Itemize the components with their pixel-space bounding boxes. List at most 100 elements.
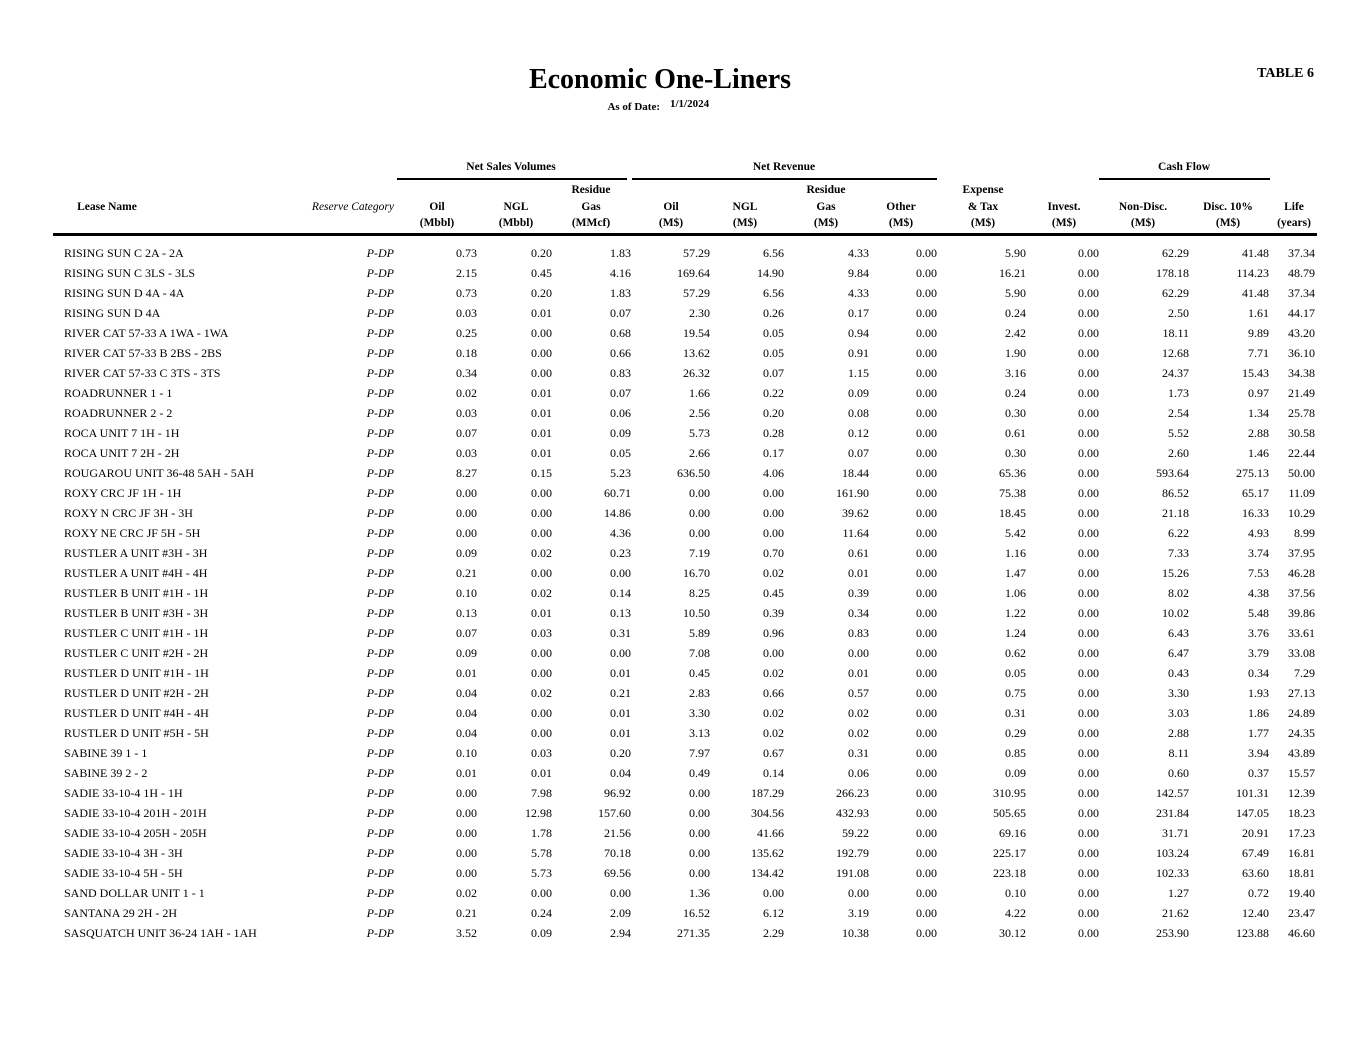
cell-value: 0.20 (531, 286, 552, 300)
reserve-category: P-DP (366, 466, 394, 480)
cell-value: 0.04 (610, 766, 631, 780)
cell-value: 27.13 (1288, 686, 1315, 700)
cell-value: 70.18 (604, 846, 631, 860)
reserve-category: P-DP (366, 606, 394, 620)
cell-value: 0.00 (916, 366, 937, 380)
cell-value: 15.26 (1162, 566, 1189, 580)
reserve-category: P-DP (366, 646, 394, 660)
cell-value: 0.05 (763, 346, 784, 360)
column-header: Non-Disc. (1118, 200, 1168, 213)
cell-value: 0.09 (531, 926, 552, 940)
cell-value: 101.31 (1236, 786, 1269, 800)
cell-value: 0.00 (531, 486, 552, 500)
cell-value: 0.00 (916, 686, 937, 700)
cell-value: 0.01 (531, 766, 552, 780)
cell-value: 0.05 (1005, 666, 1026, 680)
cell-value: 4.06 (763, 466, 784, 480)
cell-value: 0.00 (456, 506, 477, 520)
cell-value: 18.11 (1162, 326, 1189, 340)
cell-value: 7.19 (689, 546, 710, 560)
cell-value: 19.40 (1288, 886, 1315, 900)
cell-value: 0.02 (763, 706, 784, 720)
cell-value: 0.34 (848, 606, 869, 620)
cell-value: 12.40 (1242, 906, 1269, 920)
cell-value: 4.22 (1005, 906, 1026, 920)
column-header: Gas (816, 200, 836, 213)
cell-value: 1.86 (1248, 706, 1269, 720)
column-header: (M$) (888, 217, 914, 229)
cell-value: 1.47 (1005, 566, 1026, 580)
cell-value: 2.88 (1248, 426, 1269, 440)
cell-value: 0.00 (1078, 706, 1099, 720)
cell-value: 0.67 (763, 746, 784, 760)
cell-value: 16.21 (999, 266, 1026, 280)
cell-value: 12.98 (525, 806, 552, 820)
lease-name: SADIE 33-10-4 205H - 205H (64, 826, 207, 840)
group-rule (397, 178, 627, 180)
cell-value: 2.56 (689, 406, 710, 420)
cell-value: 0.00 (916, 546, 937, 560)
cell-value: 5.42 (1005, 526, 1026, 540)
cell-value: 13.62 (683, 346, 710, 360)
cell-value: 0.20 (763, 406, 784, 420)
cell-value: 1.34 (1248, 406, 1269, 420)
cell-value: 0.08 (848, 406, 869, 420)
cell-value: 18.45 (999, 506, 1026, 520)
cell-value: 41.48 (1242, 286, 1269, 300)
column-header: (Mbbl) (498, 217, 534, 229)
column-header: & Tax (967, 200, 999, 213)
cell-value: 21.49 (1288, 386, 1315, 400)
cell-value: 0.23 (610, 546, 631, 560)
cell-value: 0.00 (610, 566, 631, 580)
cell-value: 0.30 (1005, 406, 1026, 420)
reserve-category: P-DP (366, 766, 394, 780)
lease-name: ROADRUNNER 1 - 1 (64, 386, 173, 400)
cell-value: 0.00 (848, 646, 869, 660)
column-header: Lease Name (77, 201, 137, 213)
cell-value: 0.00 (531, 566, 552, 580)
cell-value: 0.30 (1005, 446, 1026, 460)
cell-value: 62.29 (1162, 246, 1189, 260)
cell-value: 1.36 (689, 886, 710, 900)
cell-value: 0.07 (610, 306, 631, 320)
cell-value: 0.05 (763, 326, 784, 340)
cell-value: 0.02 (848, 706, 869, 720)
cell-value: 22.44 (1288, 446, 1315, 460)
cell-value: 6.56 (763, 246, 784, 260)
cell-value: 0.00 (763, 486, 784, 500)
cell-value: 0.01 (848, 566, 869, 580)
cell-value: 0.02 (848, 726, 869, 740)
cell-value: 0.00 (1078, 446, 1099, 460)
cell-value: 0.20 (531, 246, 552, 260)
cell-value: 310.95 (993, 786, 1026, 800)
cell-value: 0.03 (456, 446, 477, 460)
cell-value: 10.29 (1288, 506, 1315, 520)
cell-value: 0.15 (531, 466, 552, 480)
cell-value: 0.17 (848, 306, 869, 320)
reserve-category: P-DP (366, 526, 394, 540)
cell-value: 0.01 (610, 726, 631, 740)
cell-value: 10.38 (842, 926, 869, 940)
cell-value: 0.00 (1078, 526, 1099, 540)
reserve-category: P-DP (366, 546, 394, 560)
cell-value: 26.32 (683, 366, 710, 380)
cell-value: 69.16 (999, 826, 1026, 840)
cell-value: 0.00 (1078, 846, 1099, 860)
cell-value: 0.02 (763, 726, 784, 740)
cell-value: 0.00 (531, 526, 552, 540)
cell-value: 0.00 (1078, 426, 1099, 440)
cell-value: 0.61 (1005, 426, 1026, 440)
column-header: Expense (962, 184, 1004, 196)
cell-value: 0.00 (531, 366, 552, 380)
cell-value: 5.90 (1005, 246, 1026, 260)
lease-name: RUSTLER D UNIT #5H - 5H (64, 726, 209, 740)
cell-value: 0.00 (916, 706, 937, 720)
cell-value: 7.33 (1168, 546, 1189, 560)
cell-value: 0.00 (916, 866, 937, 880)
cell-value: 0.00 (531, 326, 552, 340)
cell-value: 24.89 (1288, 706, 1315, 720)
cell-value: 0.00 (916, 446, 937, 460)
cell-value: 15.43 (1242, 366, 1269, 380)
cell-value: 0.45 (689, 666, 710, 680)
cell-value: 4.93 (1248, 526, 1269, 540)
